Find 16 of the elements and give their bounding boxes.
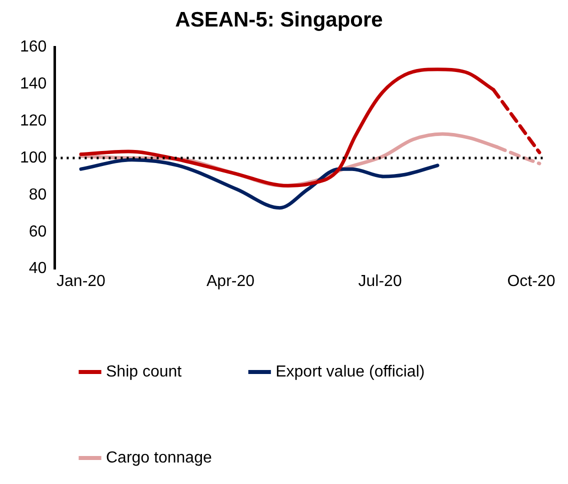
x-tick-label: Jan-20 (56, 272, 106, 290)
y-tick-label: 120 (20, 112, 47, 130)
y-tick-label: 40 (28, 260, 47, 278)
line-series (79, 158, 440, 210)
y-tick-label: 60 (28, 223, 47, 240)
y-tick-label: 160 (20, 38, 47, 56)
legend-label: Ship count (106, 363, 182, 380)
x-tick-label: Jul-20 (358, 272, 402, 290)
legend-label: Cargo tonnage (106, 449, 212, 466)
y-tick-label: 100 (20, 149, 47, 166)
chart-title: ASEAN-5: Singapore (175, 8, 383, 32)
x-tick-label: Oct-20 (507, 272, 556, 290)
y-tick-label: 80 (28, 186, 47, 204)
legend-label: Export value (official) (276, 363, 425, 380)
y-tick-label: 140 (20, 76, 47, 93)
x-tick-label: Apr-20 (206, 272, 255, 290)
